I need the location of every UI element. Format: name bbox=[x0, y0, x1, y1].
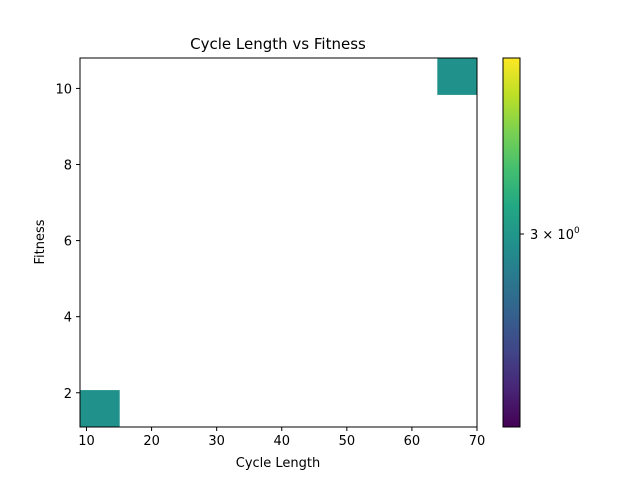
x-tick-label: 50 bbox=[339, 434, 356, 449]
colorbar-tick-label: 3 × 100 bbox=[530, 226, 580, 243]
heatmap-cell-1 bbox=[80, 390, 120, 427]
y-axis-label: Fitness bbox=[33, 219, 48, 264]
plot-area-frame bbox=[79, 57, 478, 428]
x-tick-label: 40 bbox=[273, 434, 290, 449]
x-axis: 10 20 30 40 50 60 70 bbox=[78, 427, 485, 449]
y-tick-label: 8 bbox=[64, 159, 72, 174]
x-axis-label: Cycle Length bbox=[236, 456, 321, 471]
y-axis: 2 4 6 8 10 bbox=[55, 82, 80, 402]
chart-title: Cycle Length vs Fitness bbox=[190, 35, 366, 53]
colorbar: 3 × 100 bbox=[502, 57, 580, 428]
x-tick-label: 30 bbox=[208, 434, 225, 449]
y-tick-label: 6 bbox=[64, 235, 72, 250]
y-tick-label: 10 bbox=[55, 82, 72, 97]
x-tick-label: 70 bbox=[469, 434, 486, 449]
heatmap-cell-2 bbox=[437, 58, 477, 95]
heatmap-cells bbox=[80, 58, 477, 427]
colorbar-gradient bbox=[502, 57, 521, 428]
y-tick-label: 2 bbox=[64, 387, 72, 402]
x-tick-label: 20 bbox=[143, 434, 160, 449]
y-tick-label: 4 bbox=[64, 311, 72, 326]
colorbar-tick-base: 3 × 10 bbox=[530, 228, 574, 243]
colorbar-tick-exponent: 0 bbox=[574, 226, 580, 236]
x-tick-label: 60 bbox=[404, 434, 421, 449]
x-tick-label: 10 bbox=[78, 434, 95, 449]
